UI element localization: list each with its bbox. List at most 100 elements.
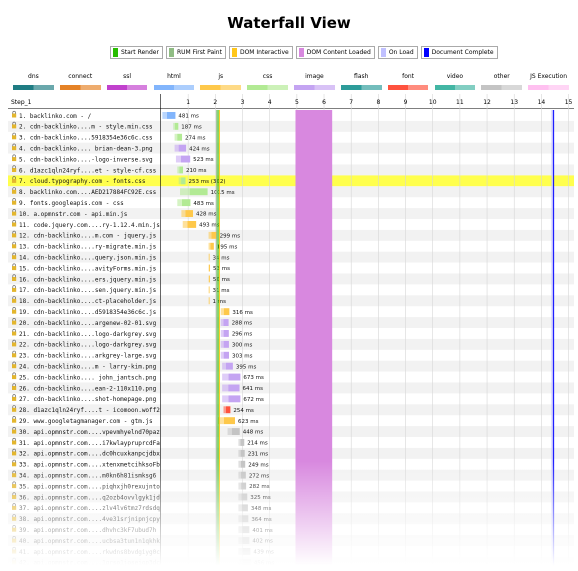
request-bar — [225, 362, 233, 370]
legend-item: Start Render — [110, 46, 163, 59]
lock-icon — [12, 222, 17, 227]
type-swatch — [106, 85, 148, 90]
request-label: 8. backlinko.com....AED217884FC92E.css — [19, 189, 157, 196]
request-label: 35. api.opmnstr.com....piqhxjh0rexujnto — [19, 483, 160, 490]
type-label: video — [446, 73, 464, 80]
lock-icon — [12, 255, 17, 260]
legend-label: RUM First Paint — [176, 49, 222, 56]
request-label: 1. backlinko.com - / — [19, 113, 92, 120]
request-bar — [181, 199, 191, 207]
request-wait-bar — [220, 340, 224, 348]
duration-label: 493 ms — [199, 223, 220, 229]
lock-shackle — [12, 110, 16, 114]
lock-icon — [12, 277, 17, 281]
lock-icon — [12, 516, 17, 521]
request-bar — [211, 231, 217, 239]
request-bar — [241, 515, 249, 523]
duration-label: 299 ms — [220, 234, 241, 240]
lock-shackle — [12, 546, 16, 550]
legend-swatch — [113, 48, 118, 57]
type-label: other — [493, 73, 510, 80]
x-tick-label: 5 — [295, 99, 299, 106]
duration-label: 303 ms — [232, 353, 253, 359]
duration-label: 272 ms — [249, 473, 270, 479]
request-wait-bar — [222, 384, 229, 392]
duration-label: 448 ms — [243, 430, 264, 436]
waterfall-chart: Step_1 1 2 3 4 5 6 7 8 9 10 11 12 13 14 15 1. backlinko.… — [8, 94, 574, 571]
row-stripe — [8, 295, 574, 307]
request-wait-bar — [222, 373, 229, 381]
lock-shackle — [12, 219, 16, 223]
request-label: 13. cdn-backlinko....ry-migrate.min.js — [19, 244, 157, 251]
request-label: 28. d1azc1qln24ryf....t - icomoon.woff2 — [19, 407, 160, 414]
lock-shackle — [12, 459, 16, 463]
step-label: Step_1 — [11, 99, 32, 106]
duration-label: 231 ms — [248, 452, 269, 458]
lock-shackle — [12, 143, 16, 147]
request-label: 26. cdn-backlinko....ean-2-110x110.png — [19, 385, 157, 392]
type-label: ssl — [123, 73, 132, 80]
legend-label: Start Render — [121, 49, 159, 56]
type-swatch — [13, 85, 54, 90]
type-label: dns — [28, 73, 39, 80]
request-label: 16. cdn-backlinko....ers.jquery.min.js — [19, 276, 157, 283]
duration-label: 34 ms — [213, 255, 230, 261]
lock-icon — [12, 157, 17, 162]
request-wait-bar — [177, 199, 182, 207]
lock-shackle — [12, 263, 16, 267]
request-bar — [242, 548, 251, 555]
x-tick-label: 8 — [376, 99, 380, 106]
request-bar — [241, 471, 246, 479]
lock-shackle — [12, 416, 16, 419]
request-label: 20. cdn-backlinko....argenew-02-01.svg — [19, 320, 157, 327]
request-bar — [240, 460, 246, 468]
lock-icon — [12, 505, 17, 510]
duration-label: 210 ms — [186, 168, 207, 174]
type-label: flash — [354, 73, 369, 80]
duration-label: 254 ms — [233, 408, 254, 414]
request-label: 37. api.opmnstr.com....zlv4lv6tmz7rdsdq — [19, 505, 160, 512]
x-tick-label: 15 — [565, 99, 573, 106]
request-bar — [241, 482, 247, 490]
request-wait-bar — [238, 471, 242, 479]
request-label: 21. cdn-backlinko....logo-darkgrey.svg — [19, 331, 157, 338]
request-wait-bar — [178, 177, 182, 185]
lock-shackle — [12, 132, 16, 136]
row-stripe — [8, 251, 574, 263]
request-type-legend: dns connect ssl html js css image flash font vide… — [10, 73, 572, 93]
request-bar — [178, 144, 187, 152]
request-label: 32. api.opmnstr.com....dc0hcuxkanpcjdbx — [19, 451, 160, 458]
type-swatch — [200, 85, 242, 90]
x-tick-label: 6 — [322, 99, 326, 106]
lock-shackle — [12, 350, 16, 354]
lock-shackle — [12, 448, 16, 452]
lock-icon — [12, 353, 17, 358]
type-label: js — [218, 73, 224, 80]
legend-item: On Load — [377, 46, 418, 59]
duration-label: 1015 ms — [211, 190, 235, 196]
duration-label: 402 ms — [252, 539, 273, 545]
duration-label: 50 ms — [213, 277, 230, 283]
request-bar — [242, 537, 250, 544]
duration-label: 364 ms — [251, 517, 272, 523]
request-bar — [241, 493, 248, 501]
request-wait-bar — [182, 221, 188, 228]
type-label: css — [262, 73, 273, 80]
legend-swatch — [298, 48, 304, 57]
row-stripe — [8, 447, 574, 459]
request-bar — [225, 406, 231, 414]
request-wait-bar — [173, 122, 176, 130]
highlight-row — [8, 175, 574, 187]
duration-label: 428 ms — [196, 212, 217, 218]
request-bar — [185, 210, 194, 217]
duration-label: 300 ms — [232, 343, 253, 349]
x-tick-label: 12 — [483, 99, 491, 106]
lock-icon — [12, 113, 17, 118]
duration-label: 623 ms — [238, 419, 259, 425]
duration-label: 53 ms — [213, 266, 230, 272]
lock-shackle — [12, 176, 16, 180]
request-wait-bar — [174, 133, 178, 141]
row-stripe — [8, 273, 574, 285]
lock-shackle — [12, 328, 16, 332]
request-bar — [223, 308, 230, 316]
